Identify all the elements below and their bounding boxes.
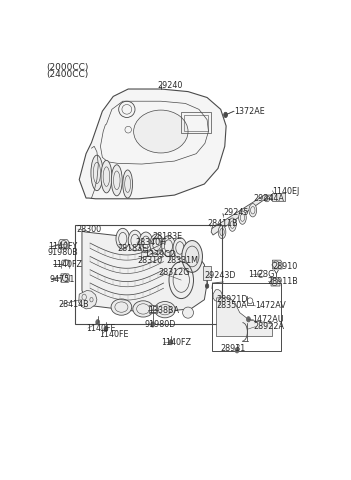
Ellipse shape bbox=[239, 211, 246, 224]
Text: 28300: 28300 bbox=[77, 225, 102, 234]
Text: 28922A: 28922A bbox=[253, 322, 284, 331]
Text: 1140FY: 1140FY bbox=[48, 241, 77, 251]
Ellipse shape bbox=[111, 299, 132, 315]
Text: 1338BA: 1338BA bbox=[148, 306, 180, 315]
Polygon shape bbox=[211, 195, 278, 235]
Ellipse shape bbox=[224, 112, 227, 118]
Ellipse shape bbox=[111, 165, 122, 196]
Polygon shape bbox=[79, 89, 226, 199]
Ellipse shape bbox=[235, 348, 239, 353]
Ellipse shape bbox=[101, 160, 112, 193]
Text: 1339CD: 1339CD bbox=[145, 250, 177, 259]
Polygon shape bbox=[79, 290, 97, 309]
Ellipse shape bbox=[154, 301, 175, 318]
Ellipse shape bbox=[133, 301, 153, 317]
Text: 28414B: 28414B bbox=[59, 300, 90, 309]
Text: 28340H: 28340H bbox=[135, 238, 166, 247]
Text: 94751: 94751 bbox=[49, 275, 75, 284]
Text: 28931: 28931 bbox=[220, 344, 246, 353]
Polygon shape bbox=[61, 274, 70, 282]
Ellipse shape bbox=[150, 234, 164, 254]
Ellipse shape bbox=[139, 232, 153, 253]
Text: 28331M: 28331M bbox=[166, 256, 198, 264]
Ellipse shape bbox=[116, 228, 130, 249]
Text: 1140FE: 1140FE bbox=[100, 330, 129, 338]
Text: 28310: 28310 bbox=[138, 256, 163, 264]
Text: 28312G: 28312G bbox=[158, 268, 190, 277]
Polygon shape bbox=[213, 290, 222, 301]
Text: (2000CC): (2000CC) bbox=[46, 63, 88, 72]
Polygon shape bbox=[271, 277, 280, 286]
Polygon shape bbox=[272, 260, 282, 269]
Text: 28921D: 28921D bbox=[217, 295, 248, 304]
Ellipse shape bbox=[183, 307, 193, 318]
Text: 1140FE: 1140FE bbox=[86, 324, 115, 333]
Ellipse shape bbox=[246, 317, 250, 322]
Text: 28910: 28910 bbox=[272, 262, 298, 271]
Ellipse shape bbox=[205, 284, 209, 288]
Text: 1140FZ: 1140FZ bbox=[52, 260, 82, 269]
Text: (2400CC): (2400CC) bbox=[46, 70, 88, 79]
Bar bbox=[184, 115, 208, 131]
Polygon shape bbox=[59, 240, 69, 249]
Ellipse shape bbox=[91, 155, 103, 191]
Bar bbox=[181, 112, 211, 133]
Ellipse shape bbox=[96, 320, 100, 325]
Bar bbox=[272, 193, 285, 201]
Text: 28183E: 28183E bbox=[152, 232, 182, 241]
Bar bbox=[148, 305, 157, 312]
Text: 1123GY: 1123GY bbox=[248, 270, 279, 279]
Text: 29243D: 29243D bbox=[204, 271, 236, 280]
Text: 1372AE: 1372AE bbox=[234, 108, 265, 117]
Bar bbox=[203, 266, 211, 280]
Bar bbox=[212, 283, 282, 351]
Ellipse shape bbox=[182, 240, 203, 272]
Polygon shape bbox=[82, 231, 207, 312]
Text: 28411B: 28411B bbox=[207, 219, 238, 228]
Ellipse shape bbox=[134, 110, 188, 153]
Text: 1472AU: 1472AU bbox=[252, 315, 284, 324]
Bar bbox=[75, 226, 222, 324]
Ellipse shape bbox=[169, 340, 173, 345]
Text: 29240: 29240 bbox=[158, 81, 183, 90]
Text: 1472AV: 1472AV bbox=[255, 301, 285, 311]
Ellipse shape bbox=[128, 230, 142, 251]
Text: 28911B: 28911B bbox=[267, 277, 298, 287]
Ellipse shape bbox=[249, 204, 257, 217]
Text: 91980B: 91980B bbox=[48, 248, 79, 257]
Ellipse shape bbox=[162, 236, 175, 256]
Text: 1140EJ: 1140EJ bbox=[272, 187, 300, 196]
Ellipse shape bbox=[123, 170, 133, 198]
Polygon shape bbox=[217, 298, 272, 336]
Ellipse shape bbox=[151, 322, 154, 327]
Text: 1140FZ: 1140FZ bbox=[161, 338, 191, 348]
Ellipse shape bbox=[229, 218, 236, 231]
Text: 28183E: 28183E bbox=[117, 244, 147, 253]
Ellipse shape bbox=[104, 326, 108, 332]
Text: 29244A: 29244A bbox=[253, 194, 284, 204]
Text: 91980D: 91980D bbox=[145, 320, 176, 329]
Ellipse shape bbox=[218, 226, 226, 239]
Text: 28350A: 28350A bbox=[217, 301, 247, 311]
Ellipse shape bbox=[173, 238, 187, 258]
Text: 29245: 29245 bbox=[224, 208, 249, 217]
